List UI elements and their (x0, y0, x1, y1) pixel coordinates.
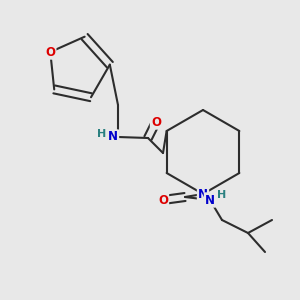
Text: N: N (108, 130, 118, 143)
Text: O: O (45, 46, 55, 59)
Text: N: N (198, 188, 208, 200)
Text: O: O (151, 116, 161, 128)
Text: H: H (98, 129, 106, 139)
Text: O: O (158, 194, 168, 206)
Text: N: N (205, 194, 215, 206)
Text: H: H (218, 190, 226, 200)
